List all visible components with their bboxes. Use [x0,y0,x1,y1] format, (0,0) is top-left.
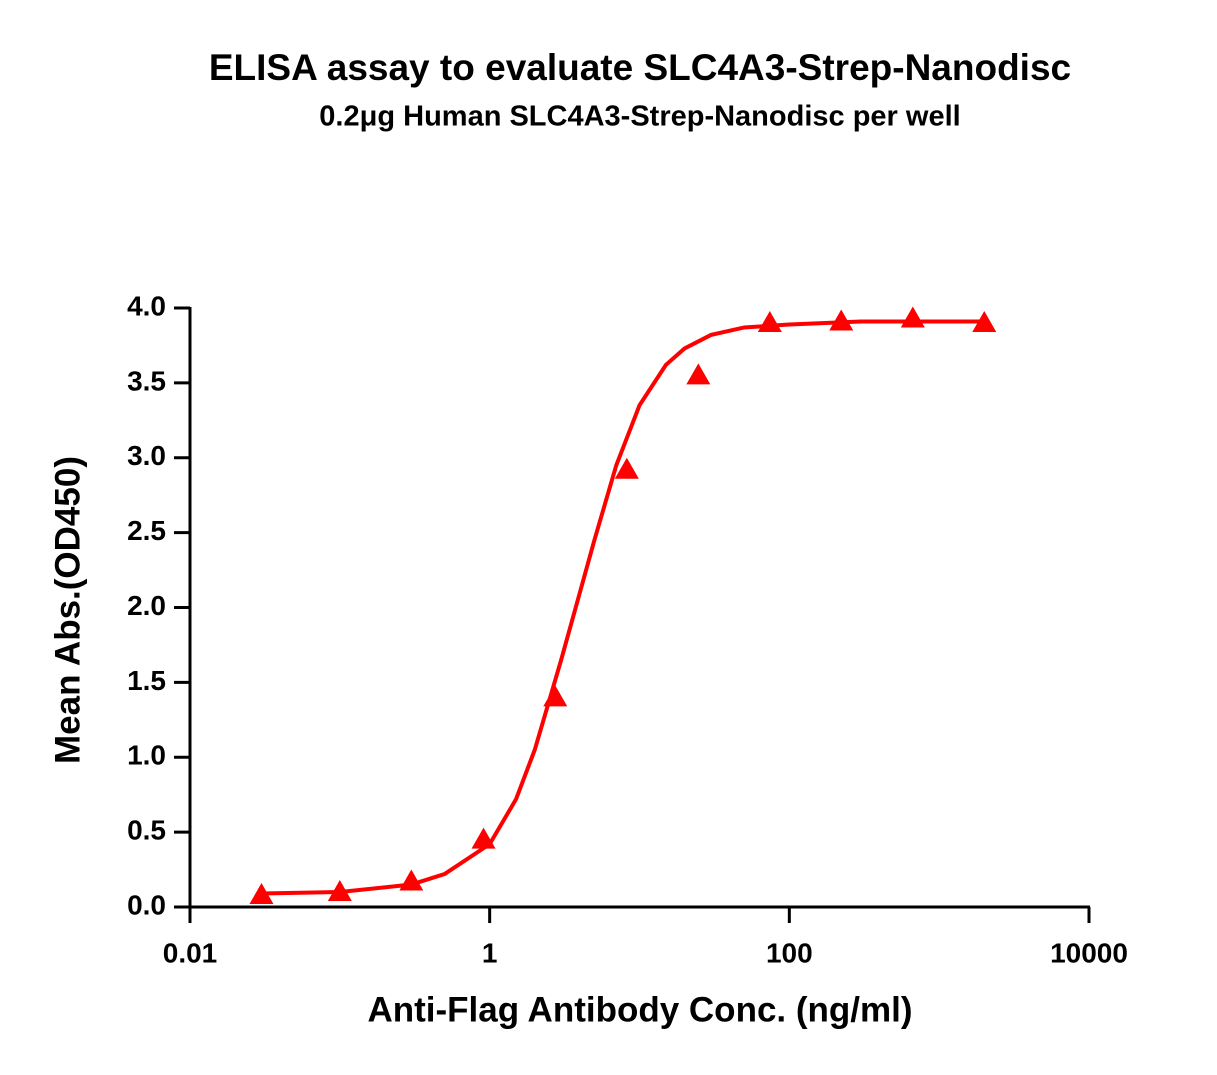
y-tick-label: 3.0 [127,440,166,471]
data-point [614,457,639,479]
chart-subtitle: 0.2μg Human SLC4A3-Strep-Nanodisc per we… [319,101,960,133]
data-point [972,310,997,332]
y-tick-label: 0.5 [127,815,166,846]
chart-title: ELISA assay to evaluate SLC4A3-Strep-Nan… [209,47,1071,88]
data-point [327,880,352,902]
x-tick-label: 100 [766,937,813,968]
y-tick-label: 4.0 [127,290,166,321]
x-tick-label: 1 [482,937,498,968]
y-tick-label: 2.5 [127,515,166,546]
data-point [399,869,424,891]
y-axis-label: Mean Abs.(OD450) [48,456,87,764]
data-point [249,883,274,905]
y-tick-label: 3.5 [127,365,166,396]
x-tick-label: 0.01 [163,937,218,968]
data-point [543,685,568,707]
y-tick-label: 2.0 [127,590,166,621]
y-tick-label: 1.5 [127,665,166,696]
x-tick-label: 10000 [1050,937,1128,968]
x-axis-label: Anti-Flag Antibody Conc. (ng/ml) [367,990,912,1029]
fit-curve [261,319,985,896]
y-tick-label: 1.0 [127,740,166,771]
data-point [757,310,782,332]
data-point [829,309,854,331]
data-point [471,827,496,849]
data-point [900,306,925,328]
data-point [686,363,711,385]
y-tick-label: 0.0 [127,889,166,920]
